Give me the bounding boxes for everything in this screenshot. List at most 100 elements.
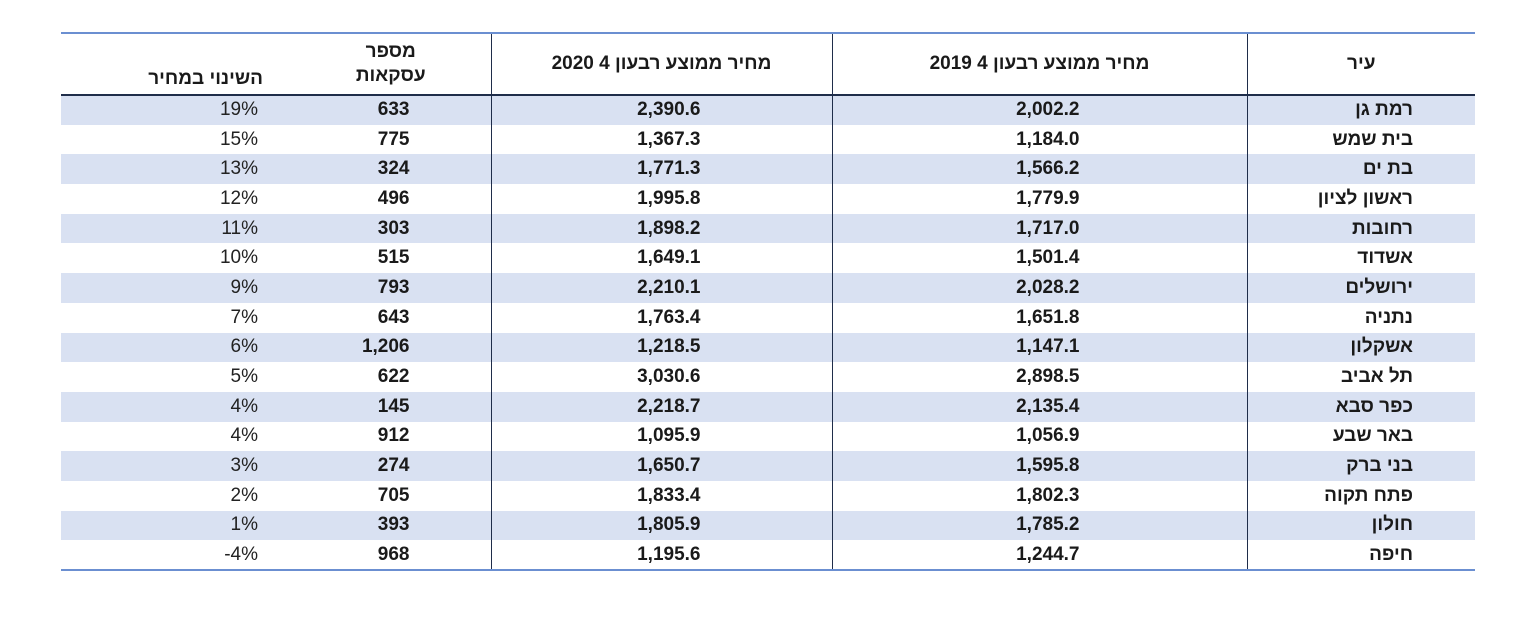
avg-price-2020-cell: 2,390.6 — [490, 95, 832, 125]
table-header: השינוי במחיר מספר עסקאות מחיר ממוצע רבעו… — [61, 32, 1475, 96]
avg-price-2020-cell: 1,218.5 — [490, 332, 832, 363]
table-row: 12% 496 1,995.8 1,779.9 ראשון לציון — [61, 184, 1475, 214]
table-row: 9% 793 2,210.1 2,028.2 ירושלים — [61, 273, 1475, 303]
table-row: 4% 145 2,218.7 2,135.4 כפר סבא — [61, 391, 1475, 422]
price-change-cell: 10% — [219, 247, 258, 269]
transaction-count-cell: 793 — [377, 276, 410, 298]
table-row: -4% 968 1,195.6 1,244.7 חיפה — [61, 540, 1475, 571]
table-row: 4% 912 1,095.9 1,056.9 באר שבע — [61, 421, 1475, 452]
avg-price-2019-cell: 1,717.0 — [831, 213, 1248, 244]
table-row: 6% 1,206 1,218.5 1,147.1 אשקלון — [61, 332, 1475, 363]
price-change-cell: 12% — [219, 187, 258, 209]
avg-price-2020-cell: 1,995.8 — [490, 184, 832, 214]
avg-price-2019-cell: 1,779.9 — [831, 184, 1248, 214]
avg-price-2020-cell: 1,763.4 — [490, 302, 832, 333]
price-change-table: השינוי במחיר מספר עסקאות מחיר ממוצע רבעו… — [61, 32, 1475, 571]
avg-price-2020-cell: 1,095.9 — [490, 421, 832, 452]
city-name-cell: ירושלים — [1345, 276, 1413, 298]
table-row: 13% 324 1,771.3 1,566.2 בת ים — [61, 154, 1475, 185]
avg-price-2019-cell: 1,147.1 — [831, 332, 1248, 363]
transaction-count-cell: 622 — [377, 366, 410, 388]
price-change-cell: 13% — [219, 158, 258, 180]
transaction-count-cell: 324 — [377, 158, 410, 180]
city-name-cell: רמת גן — [1355, 99, 1413, 121]
transaction-count-cell: 515 — [377, 247, 410, 269]
transaction-count-cell: 1,206 — [361, 336, 410, 358]
header-city: עיר — [1247, 32, 1475, 96]
table-row: 11% 303 1,898.2 1,717.0 רחובות — [61, 213, 1475, 244]
table-row: 7% 643 1,763.4 1,651.8 נתניה — [61, 302, 1475, 333]
avg-price-2020-cell: 2,210.1 — [490, 273, 832, 303]
transaction-count-cell: 705 — [377, 484, 410, 506]
price-change-cell: 4% — [230, 395, 258, 417]
avg-price-2019-cell: 2,002.2 — [831, 95, 1248, 125]
avg-price-2019-cell: 1,651.8 — [831, 302, 1248, 333]
avg-price-2020-cell: 1,649.1 — [490, 243, 832, 274]
table-row: 19% 633 2,390.6 2,002.2 רמת גן — [61, 95, 1475, 125]
price-change-cell: -4% — [61, 540, 291, 571]
avg-price-2019-cell: 1,785.2 — [831, 510, 1248, 541]
table-row: 10% 515 1,649.1 1,501.4 אשדוד — [61, 243, 1475, 274]
city-name-cell: רחובות — [1352, 217, 1413, 239]
avg-price-2019-cell: 1,244.7 — [831, 540, 1248, 571]
transaction-count-cell: 496 — [377, 187, 410, 209]
transaction-count-cell: 393 — [377, 514, 410, 536]
transaction-count-cell: 274 — [377, 455, 410, 477]
transaction-count-cell: 633 — [377, 99, 410, 121]
table-row: 2% 705 1,833.4 1,802.3 פתח תקוה — [61, 480, 1475, 511]
price-change-cell: 1% — [230, 514, 258, 536]
transaction-count-cell: 775 — [377, 128, 410, 150]
city-name-cell: בני ברק — [1346, 455, 1413, 477]
price-change-cell: 15% — [219, 128, 258, 150]
price-change-cell: 9% — [230, 276, 258, 298]
avg-price-2019-cell: 2,898.5 — [831, 362, 1248, 392]
avg-price-2020-cell: 1,898.2 — [490, 213, 832, 244]
price-change-table-container: השינוי במחיר מספר עסקאות מחיר ממוצע רבעו… — [61, 32, 1475, 571]
header-row: השינוי במחיר מספר עסקאות מחיר ממוצע רבעו… — [61, 32, 1475, 96]
city-name-cell: אשדוד — [1357, 247, 1413, 269]
header-avg-price-q4-2020: מחיר ממוצע רבעון 4 2020 — [490, 32, 832, 96]
header-count-line2: עסקאות — [355, 65, 426, 86]
avg-price-2019-cell: 1,184.0 — [831, 124, 1248, 155]
city-name-cell: באר שבע — [1332, 425, 1413, 447]
table-row: 15% 775 1,367.3 1,184.0 בית שמש — [61, 124, 1475, 155]
header-avg-price-q4-2019: מחיר ממוצע רבעון 4 2019 — [831, 32, 1248, 96]
avg-price-2020-cell: 3,030.6 — [490, 362, 832, 392]
avg-price-2019-cell: 2,135.4 — [831, 391, 1248, 422]
price-change-cell: 6% — [230, 336, 258, 358]
avg-price-2019-cell: 1,501.4 — [831, 243, 1248, 274]
table-row: 3% 274 1,650.7 1,595.8 בני ברק — [61, 451, 1475, 481]
price-change-cell: 11% — [221, 217, 258, 239]
price-change-cell: 19% — [219, 99, 258, 121]
city-name-cell: חולון — [1371, 514, 1413, 536]
avg-price-2020-cell: 1,805.9 — [490, 510, 832, 541]
city-name-cell: תל אביב — [1340, 366, 1413, 388]
city-name-cell: אשקלון — [1350, 336, 1413, 358]
city-name-cell: כפר סבא — [1335, 395, 1413, 417]
header-count-line1: מספר — [365, 41, 416, 62]
avg-price-2020-cell: 1,833.4 — [490, 480, 832, 511]
transaction-count-cell: 912 — [377, 425, 410, 447]
price-change-cell: 3% — [230, 455, 258, 477]
header-transaction-count: מספר עסקאות — [291, 32, 491, 96]
header-price-change: השינוי במחיר — [61, 32, 291, 96]
city-name-cell: ראשון לציון — [1317, 187, 1413, 209]
avg-price-2020-cell: 1,195.6 — [490, 540, 832, 571]
city-name-cell: פתח תקוה — [1324, 484, 1413, 506]
transaction-count-cell: 643 — [377, 306, 410, 328]
price-change-cell: 5% — [230, 366, 258, 388]
table-body: 19% 633 2,390.6 2,002.2 רמת גן 15% 775 1,367.3 1… — [61, 95, 1475, 571]
avg-price-2020-cell: 1,650.7 — [490, 451, 832, 481]
avg-price-2019-cell: 2,028.2 — [831, 273, 1248, 303]
avg-price-2019-cell: 1,802.3 — [831, 480, 1248, 511]
price-change-cell: 4% — [230, 425, 258, 447]
transaction-count-cell: 303 — [377, 217, 410, 239]
avg-price-2020-cell: 1,771.3 — [490, 154, 832, 185]
city-name-cell: בית שמש — [1332, 128, 1413, 150]
price-change-cell: 2% — [230, 484, 258, 506]
avg-price-2020-cell: 1,367.3 — [490, 124, 832, 155]
city-name-cell: נתניה — [1364, 306, 1413, 328]
avg-price-2019-cell: 1,566.2 — [831, 154, 1248, 185]
city-name-cell: בת ים — [1362, 158, 1413, 180]
city-name-cell: חיפה — [1247, 540, 1475, 571]
